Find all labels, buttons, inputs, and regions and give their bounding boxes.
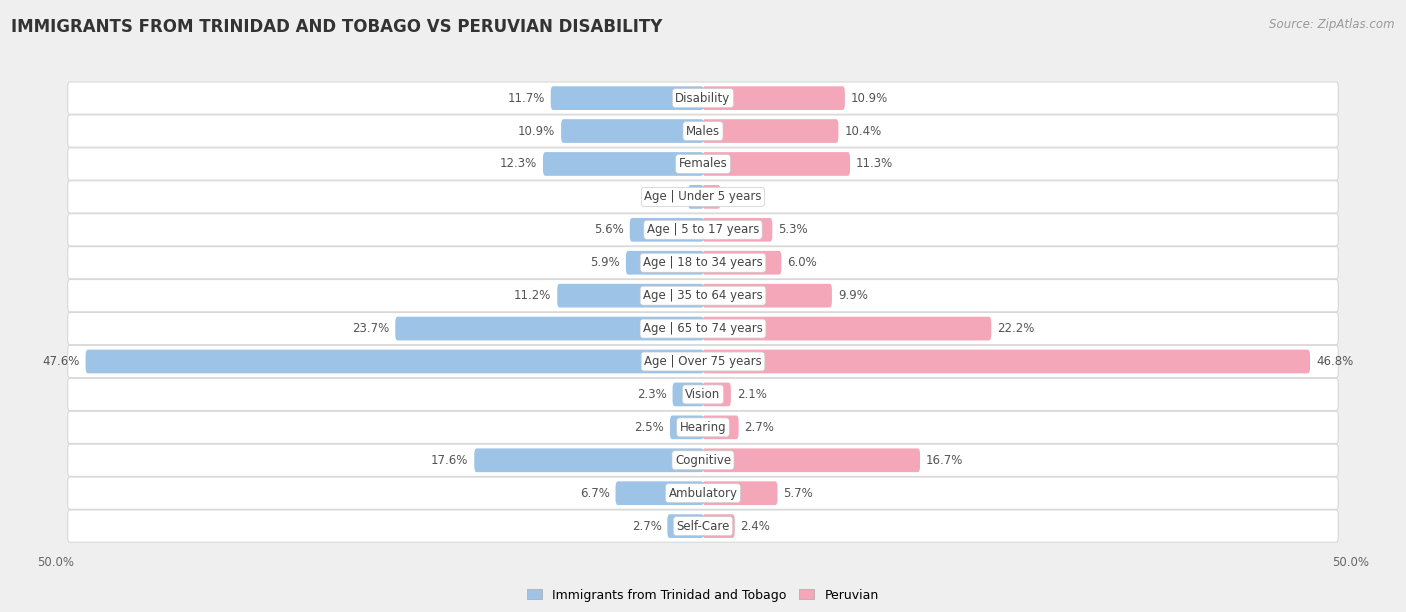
Text: 2.3%: 2.3% bbox=[637, 388, 666, 401]
FancyBboxPatch shape bbox=[86, 349, 703, 373]
FancyBboxPatch shape bbox=[703, 416, 738, 439]
FancyBboxPatch shape bbox=[703, 449, 920, 472]
Text: Ambulatory: Ambulatory bbox=[668, 487, 738, 499]
Text: 2.7%: 2.7% bbox=[744, 421, 775, 434]
FancyBboxPatch shape bbox=[630, 218, 703, 242]
Text: 5.9%: 5.9% bbox=[591, 256, 620, 269]
Text: Age | 65 to 74 years: Age | 65 to 74 years bbox=[643, 322, 763, 335]
Text: 5.3%: 5.3% bbox=[778, 223, 808, 236]
Text: 23.7%: 23.7% bbox=[352, 322, 389, 335]
Text: 6.0%: 6.0% bbox=[787, 256, 817, 269]
FancyBboxPatch shape bbox=[672, 382, 703, 406]
FancyBboxPatch shape bbox=[395, 317, 703, 340]
Text: Disability: Disability bbox=[675, 92, 731, 105]
FancyBboxPatch shape bbox=[703, 119, 838, 143]
Text: 2.4%: 2.4% bbox=[741, 520, 770, 532]
Legend: Immigrants from Trinidad and Tobago, Peruvian: Immigrants from Trinidad and Tobago, Per… bbox=[523, 584, 883, 606]
FancyBboxPatch shape bbox=[669, 416, 703, 439]
Text: 2.5%: 2.5% bbox=[634, 421, 664, 434]
Text: Vision: Vision bbox=[685, 388, 721, 401]
FancyBboxPatch shape bbox=[67, 378, 1339, 411]
Text: 46.8%: 46.8% bbox=[1316, 355, 1353, 368]
Text: 22.2%: 22.2% bbox=[997, 322, 1035, 335]
Text: Females: Females bbox=[679, 157, 727, 171]
FancyBboxPatch shape bbox=[557, 284, 703, 307]
FancyBboxPatch shape bbox=[551, 86, 703, 110]
FancyBboxPatch shape bbox=[67, 148, 1339, 180]
FancyBboxPatch shape bbox=[668, 514, 703, 538]
Text: 5.6%: 5.6% bbox=[595, 223, 624, 236]
Text: 11.3%: 11.3% bbox=[856, 157, 893, 171]
Text: Hearing: Hearing bbox=[679, 421, 727, 434]
FancyBboxPatch shape bbox=[67, 181, 1339, 213]
Text: Age | Under 5 years: Age | Under 5 years bbox=[644, 190, 762, 203]
FancyBboxPatch shape bbox=[703, 317, 991, 340]
Text: Age | 5 to 17 years: Age | 5 to 17 years bbox=[647, 223, 759, 236]
Text: Age | 35 to 64 years: Age | 35 to 64 years bbox=[643, 289, 763, 302]
Text: 10.9%: 10.9% bbox=[851, 92, 889, 105]
Text: 2.1%: 2.1% bbox=[737, 388, 766, 401]
FancyBboxPatch shape bbox=[67, 82, 1339, 114]
FancyBboxPatch shape bbox=[703, 86, 845, 110]
FancyBboxPatch shape bbox=[67, 477, 1339, 509]
FancyBboxPatch shape bbox=[703, 349, 1310, 373]
Text: 17.6%: 17.6% bbox=[432, 453, 468, 467]
Text: Males: Males bbox=[686, 125, 720, 138]
FancyBboxPatch shape bbox=[703, 382, 731, 406]
FancyBboxPatch shape bbox=[703, 284, 832, 307]
FancyBboxPatch shape bbox=[67, 115, 1339, 147]
FancyBboxPatch shape bbox=[67, 313, 1339, 345]
FancyBboxPatch shape bbox=[616, 481, 703, 505]
Text: Age | 18 to 34 years: Age | 18 to 34 years bbox=[643, 256, 763, 269]
Text: 1.1%: 1.1% bbox=[652, 190, 682, 203]
FancyBboxPatch shape bbox=[703, 152, 851, 176]
FancyBboxPatch shape bbox=[703, 514, 735, 538]
Text: 2.7%: 2.7% bbox=[631, 520, 662, 532]
Text: 5.7%: 5.7% bbox=[783, 487, 813, 499]
FancyBboxPatch shape bbox=[561, 119, 703, 143]
Text: 16.7%: 16.7% bbox=[927, 453, 963, 467]
Text: Cognitive: Cognitive bbox=[675, 453, 731, 467]
Text: 11.2%: 11.2% bbox=[515, 289, 551, 302]
FancyBboxPatch shape bbox=[67, 345, 1339, 378]
FancyBboxPatch shape bbox=[703, 481, 778, 505]
Text: Age | Over 75 years: Age | Over 75 years bbox=[644, 355, 762, 368]
Text: Self-Care: Self-Care bbox=[676, 520, 730, 532]
Text: 12.3%: 12.3% bbox=[501, 157, 537, 171]
FancyBboxPatch shape bbox=[703, 185, 720, 209]
FancyBboxPatch shape bbox=[543, 152, 703, 176]
FancyBboxPatch shape bbox=[626, 251, 703, 275]
FancyBboxPatch shape bbox=[67, 444, 1339, 476]
FancyBboxPatch shape bbox=[474, 449, 703, 472]
FancyBboxPatch shape bbox=[703, 251, 782, 275]
Text: IMMIGRANTS FROM TRINIDAD AND TOBAGO VS PERUVIAN DISABILITY: IMMIGRANTS FROM TRINIDAD AND TOBAGO VS P… bbox=[11, 18, 662, 36]
Text: 47.6%: 47.6% bbox=[42, 355, 80, 368]
Text: 9.9%: 9.9% bbox=[838, 289, 868, 302]
Text: 10.4%: 10.4% bbox=[844, 125, 882, 138]
Text: 10.9%: 10.9% bbox=[517, 125, 555, 138]
FancyBboxPatch shape bbox=[703, 218, 772, 242]
Text: 6.7%: 6.7% bbox=[579, 487, 610, 499]
FancyBboxPatch shape bbox=[688, 185, 703, 209]
FancyBboxPatch shape bbox=[67, 214, 1339, 246]
Text: Source: ZipAtlas.com: Source: ZipAtlas.com bbox=[1270, 18, 1395, 31]
FancyBboxPatch shape bbox=[67, 247, 1339, 279]
Text: 1.3%: 1.3% bbox=[727, 190, 756, 203]
Text: 11.7%: 11.7% bbox=[508, 92, 546, 105]
FancyBboxPatch shape bbox=[67, 280, 1339, 312]
FancyBboxPatch shape bbox=[67, 411, 1339, 444]
FancyBboxPatch shape bbox=[67, 510, 1339, 542]
